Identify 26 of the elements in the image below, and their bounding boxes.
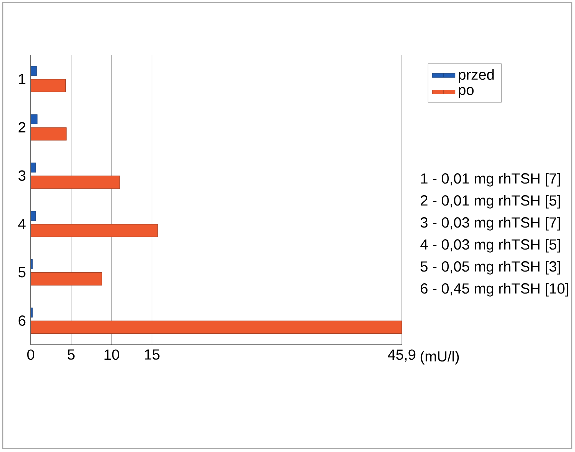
bar — [31, 320, 402, 334]
text: 2 - 0,01 mg rhTSH [5] — [421, 195, 560, 209]
legend-label: po — [459, 87, 474, 98]
y-tick-label: 5 — [18, 267, 26, 278]
x-axis-title: (mU/l) — [420, 351, 460, 365]
x-tick-label: 0 — [27, 350, 34, 360]
x-tick-label: 10 — [104, 350, 120, 360]
y-tick-label: 6 — [18, 316, 26, 326]
x-tick-label: 45,9 — [388, 350, 416, 362]
bar — [31, 79, 66, 92]
bar — [31, 128, 67, 141]
y-tick-label: 2 — [18, 122, 26, 133]
text: 5 - 0,05 mg rhTSH [3] — [420, 261, 560, 275]
text: 3 - 0,03 mg rhTSH [7] — [420, 217, 560, 231]
text: 4 - 0,03 mg rhTSH [5] — [420, 239, 560, 253]
x-tick-label: 15 — [145, 350, 160, 360]
y-tick-label: 3 — [18, 170, 26, 182]
text: 1 - 0,01 mg rhTSH [7] — [421, 173, 560, 187]
legend-label: przed — [459, 69, 494, 83]
y-tick-label: 1 — [19, 74, 26, 84]
y-tick-label: 4 — [18, 219, 26, 230]
bar — [31, 272, 102, 286]
text: 6 - 0,45 mg rhTSH [10] — [421, 283, 568, 297]
bar — [31, 224, 158, 238]
x-tick-label: 5 — [68, 350, 75, 360]
bar — [31, 176, 120, 190]
